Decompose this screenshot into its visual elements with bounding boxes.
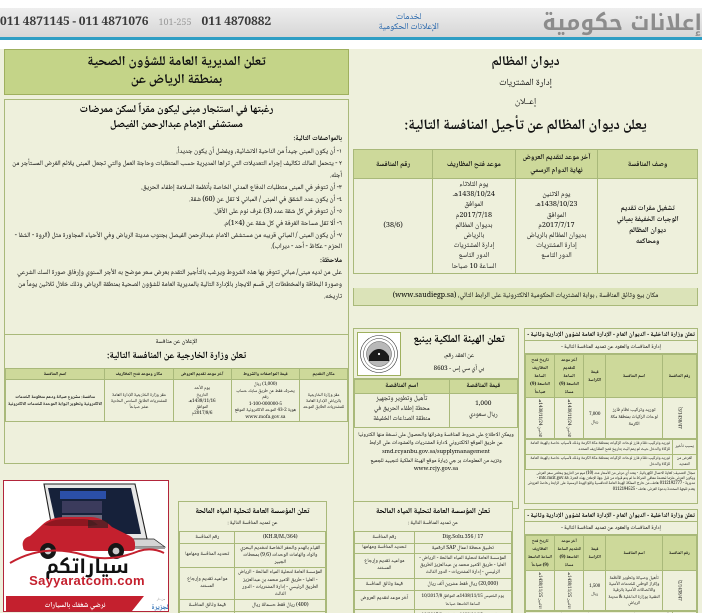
svg-text:الجزيرة: الجزيرة [151,603,169,612]
svg-text:من دار: من دار [156,597,166,601]
svg-text:نرضي شغفك بالسيارات: نرضي شغفك بالسيارات [44,599,106,612]
